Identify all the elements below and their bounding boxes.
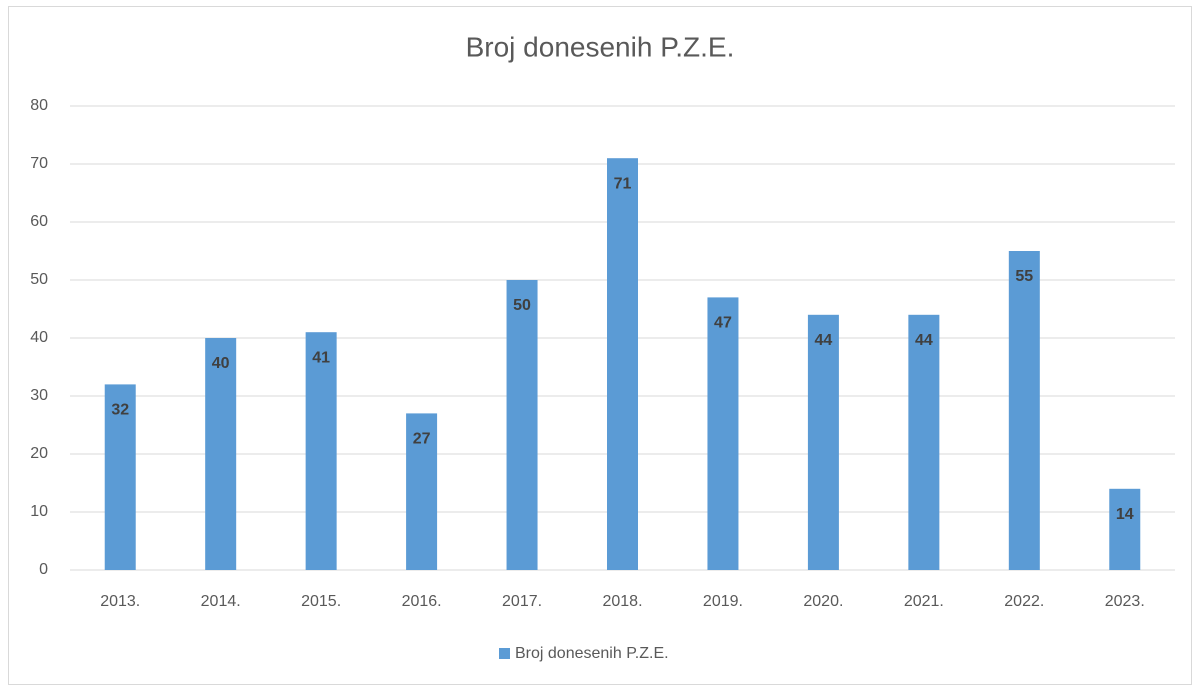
x-tick-label: 2014.: [201, 593, 241, 610]
x-tick-label: 2015.: [301, 593, 341, 610]
x-tick-label: 2013.: [100, 593, 140, 610]
bar: [205, 338, 237, 570]
x-tick-label: 2021.: [904, 593, 944, 610]
y-tick-label: 70: [30, 155, 48, 172]
y-tick-label: 40: [30, 329, 48, 346]
data-label: 47: [714, 315, 732, 332]
data-label: 14: [1116, 506, 1134, 523]
y-tick-label: 80: [30, 97, 48, 114]
chart-title: Broj donesenih P.Z.E.: [466, 31, 735, 62]
x-tick-label: 2019.: [703, 593, 743, 610]
bar: [1008, 251, 1040, 570]
y-tick-label: 10: [30, 503, 48, 520]
bar: [104, 384, 136, 570]
y-tick-label: 20: [30, 445, 48, 462]
data-label: 50: [513, 297, 531, 314]
x-tick-label: 2023.: [1105, 593, 1145, 610]
data-label: 41: [312, 349, 330, 366]
data-label: 71: [614, 175, 632, 192]
bar: [305, 332, 337, 570]
bar: [707, 297, 739, 570]
x-tick-label: 2022.: [1004, 593, 1044, 610]
data-label: 44: [915, 332, 933, 349]
bar: [807, 314, 839, 570]
bar: [607, 158, 638, 570]
y-tick-label: 50: [30, 271, 48, 288]
x-tick-label: 2016.: [402, 593, 442, 610]
y-tick-label: 30: [30, 387, 48, 404]
data-label: 32: [111, 402, 129, 419]
data-label: 40: [212, 355, 230, 372]
bar: [1109, 488, 1141, 570]
y-tick-label: 0: [39, 561, 48, 578]
x-tick-label: 2018.: [602, 593, 642, 610]
legend-label: Broj donesenih P.Z.E.: [515, 645, 669, 662]
data-label: 44: [815, 332, 833, 349]
data-label: 27: [413, 431, 431, 448]
data-label: 55: [1015, 268, 1033, 285]
y-tick-label: 60: [30, 213, 48, 230]
legend-swatch: [499, 648, 510, 659]
x-tick-label: 2020.: [803, 593, 843, 610]
x-tick-label: 2017.: [502, 593, 542, 610]
bar: [506, 280, 538, 570]
bar: [908, 314, 940, 570]
bar: [406, 413, 438, 570]
